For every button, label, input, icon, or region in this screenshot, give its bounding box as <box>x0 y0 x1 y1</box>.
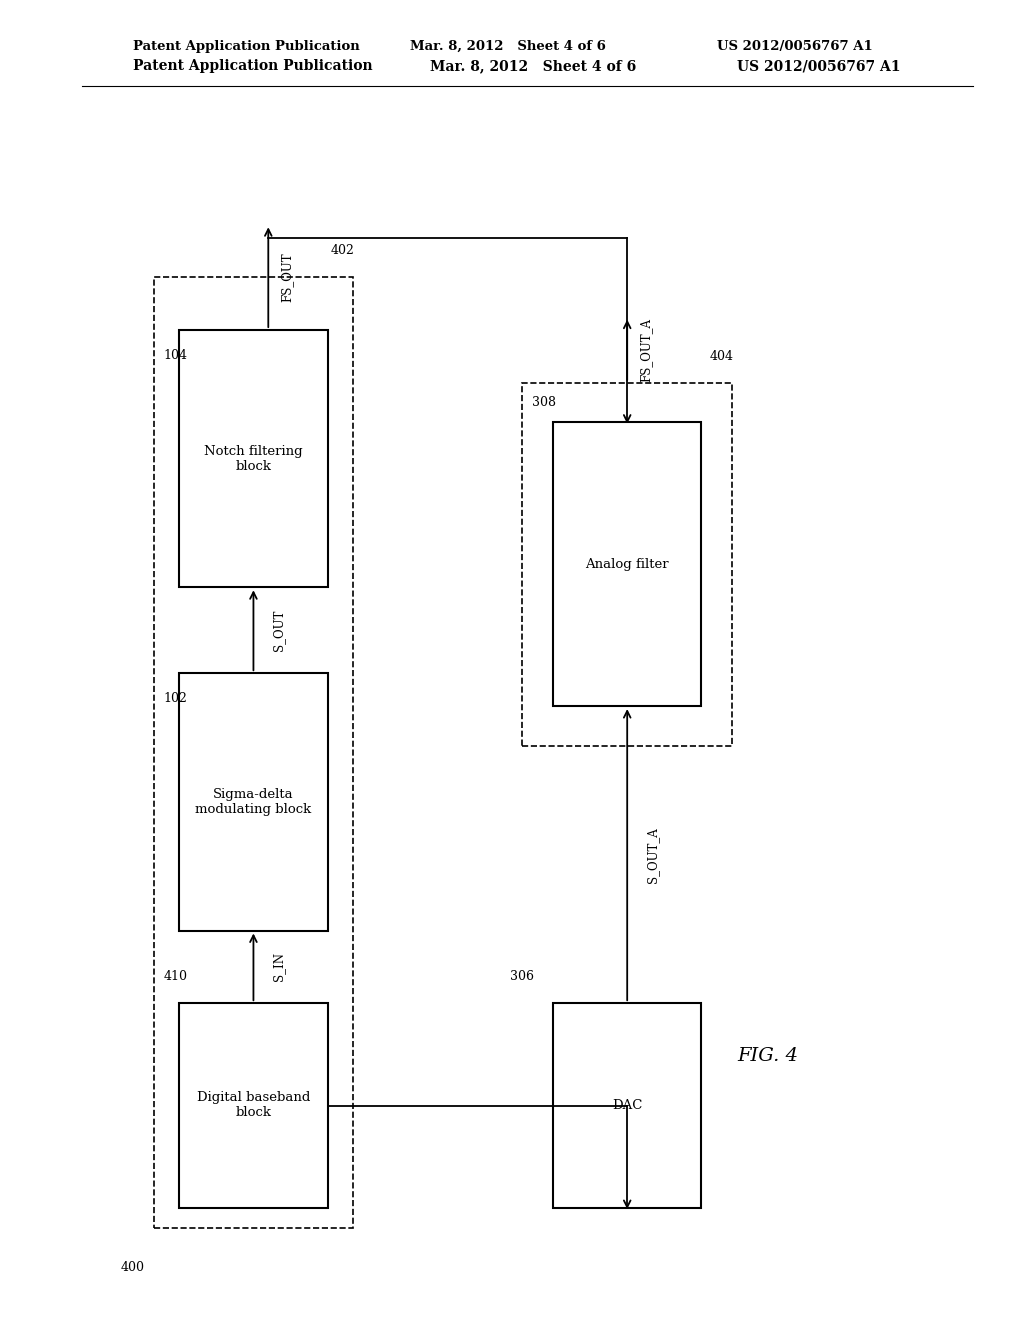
Bar <box>522 383 732 746</box>
Bar <box>154 277 353 1228</box>
Text: DAC: DAC <box>612 1100 642 1111</box>
Text: Notch filtering
block: Notch filtering block <box>204 445 303 473</box>
Bar <box>553 1003 701 1208</box>
Text: 400: 400 <box>121 1261 145 1274</box>
Text: Sigma-delta
modulating block: Sigma-delta modulating block <box>196 788 311 816</box>
Text: 102: 102 <box>164 693 187 705</box>
Text: 104: 104 <box>164 350 187 362</box>
Text: 402: 402 <box>331 244 355 257</box>
Text: 404: 404 <box>710 350 734 363</box>
Text: 410: 410 <box>164 970 187 983</box>
Text: Digital baseband
block: Digital baseband block <box>197 1092 310 1119</box>
Text: 308: 308 <box>532 396 556 409</box>
Text: Patent Application Publication: Patent Application Publication <box>133 40 359 53</box>
Text: 306: 306 <box>510 970 535 983</box>
Text: S_OUT: S_OUT <box>272 610 285 651</box>
Text: FS_OUT_A: FS_OUT_A <box>639 318 652 381</box>
Text: Patent Application Publication: Patent Application Publication <box>133 59 373 74</box>
Text: FS_OUT: FS_OUT <box>281 252 294 302</box>
Text: US 2012/0056767 A1: US 2012/0056767 A1 <box>737 59 901 74</box>
Bar <box>179 673 328 931</box>
Bar <box>179 330 328 587</box>
Text: Mar. 8, 2012   Sheet 4 of 6: Mar. 8, 2012 Sheet 4 of 6 <box>410 40 605 53</box>
Bar <box>553 422 701 706</box>
Text: S_IN: S_IN <box>272 953 285 981</box>
Bar <box>179 1003 328 1208</box>
Text: FIG. 4: FIG. 4 <box>737 1047 799 1065</box>
Text: Mar. 8, 2012   Sheet 4 of 6: Mar. 8, 2012 Sheet 4 of 6 <box>430 59 636 74</box>
Text: S_OUT_A: S_OUT_A <box>646 826 658 883</box>
Text: Analog filter: Analog filter <box>586 558 669 570</box>
Text: US 2012/0056767 A1: US 2012/0056767 A1 <box>717 40 872 53</box>
